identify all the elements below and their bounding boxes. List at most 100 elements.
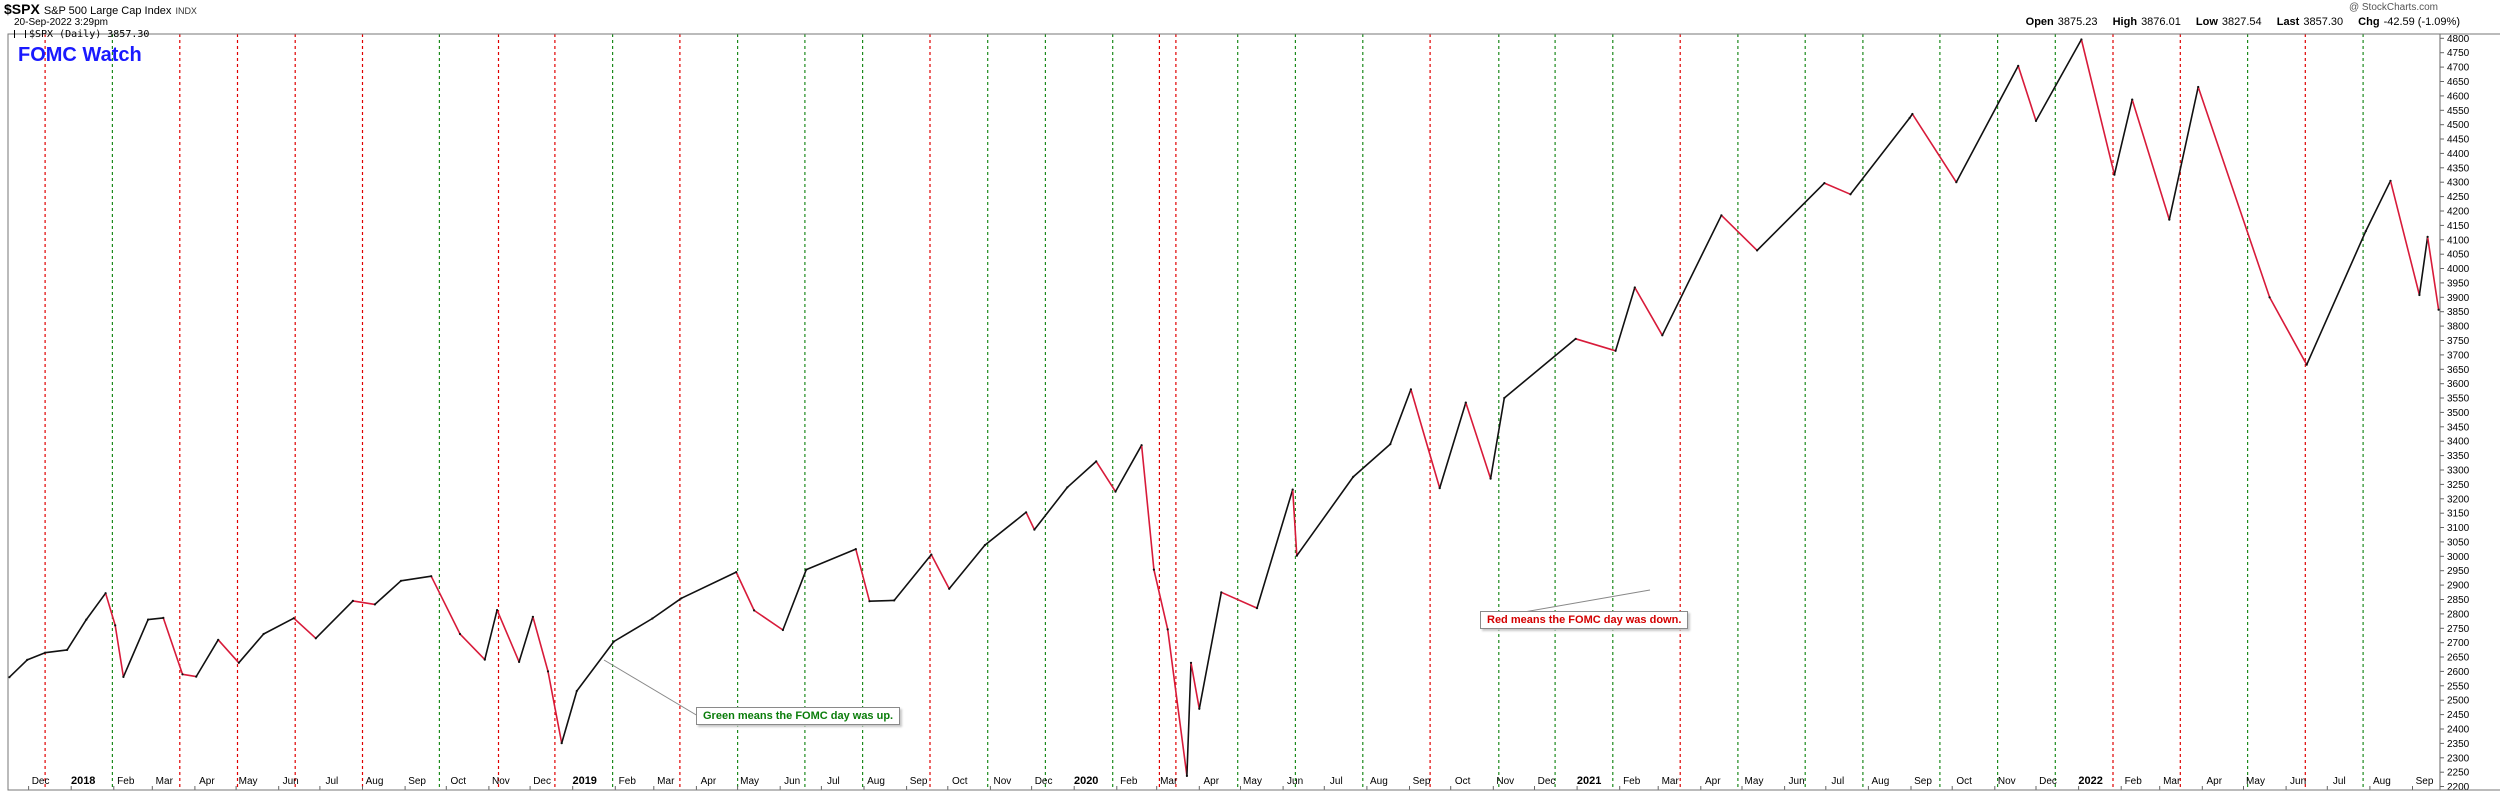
symbol-header: $SPX S&P 500 Large Cap Index INDX: [4, 1, 197, 17]
y-tick-label: 3150: [2447, 509, 2470, 520]
price-segment: [483, 609, 498, 661]
price-segment: [1410, 388, 1441, 489]
price-point: [1185, 774, 1188, 778]
exchange: INDX: [175, 6, 197, 16]
price-point: [2389, 179, 2392, 182]
y-tick-label: 4400: [2447, 149, 2470, 160]
x-tick-label: Apr: [1204, 776, 1220, 787]
x-tick-label: 2020: [1074, 775, 1098, 787]
price-point: [2437, 308, 2440, 311]
price-point: [781, 628, 785, 632]
price-segment: [162, 617, 184, 676]
chg-label: Chg: [2358, 16, 2380, 28]
price-segment: [984, 511, 1027, 546]
x-tick-label: Jul: [1831, 776, 1844, 787]
price-segment: [1911, 113, 1958, 183]
price-segment: [893, 553, 933, 602]
price-segment: [2365, 180, 2392, 232]
chg-value: -42.59 (-1.09%): [2383, 16, 2460, 28]
price-point: [1198, 707, 1201, 710]
x-tick-label: Mar: [1160, 776, 1178, 787]
x-tick-label: Sep: [1914, 776, 1932, 787]
price-point: [2017, 64, 2020, 67]
price-segment: [613, 617, 654, 643]
price-segment: [854, 548, 871, 603]
price-segment: [238, 633, 265, 664]
plot-frame: [7, 33, 2500, 791]
price-point: [114, 624, 117, 627]
green-note-pointer: [603, 659, 699, 717]
y-tick-label: 2250: [2447, 768, 2470, 779]
price-segment: [1389, 388, 1412, 445]
price-segment: [1465, 401, 1492, 480]
x-tick-label: Apr: [701, 776, 717, 787]
y-axis: 2200 2250 2300 2350 2400 2450 2500 2550 2600 2650…: [2439, 34, 2470, 793]
price-segment: [1095, 460, 1117, 493]
price-point: [496, 609, 499, 612]
x-tick-label: Apr: [2207, 776, 2223, 787]
y-tick-label: 3200: [2447, 494, 2470, 505]
x-tick-label: Oct: [1956, 776, 1972, 787]
x-tick-label: Mar: [156, 776, 174, 787]
price-segment: [26, 651, 46, 661]
y-tick-label: 4550: [2447, 106, 2470, 117]
y-tick-label: 2950: [2447, 566, 2470, 577]
price-segment: [735, 571, 755, 612]
price-point: [1823, 182, 1826, 185]
price-point: [1095, 460, 1098, 463]
price-segment: [1849, 117, 1911, 196]
y-tick-label: 2500: [2447, 696, 2470, 707]
price-segment: [1720, 214, 1758, 252]
price-point: [1661, 334, 1664, 337]
y-tick-label: 3900: [2447, 293, 2470, 304]
price-point: [195, 675, 198, 678]
x-tick-label: Jun: [2290, 776, 2306, 787]
high-value: 3876.01: [2141, 16, 2181, 28]
price-segment: [292, 617, 317, 640]
price-point: [292, 617, 295, 620]
x-tick-label: Mar: [2163, 776, 2181, 787]
y-tick-label: 4100: [2447, 235, 2470, 246]
price-segment: [930, 553, 951, 590]
price-point: [430, 575, 433, 578]
price-segment: [1066, 460, 1097, 489]
open-value: 3875.23: [2057, 16, 2098, 28]
price-segment: [680, 571, 738, 600]
price-point: [217, 638, 220, 641]
price-segment: [1438, 401, 1467, 489]
price-point: [1352, 475, 1355, 478]
y-tick-label: 3950: [2447, 278, 2470, 289]
y-tick-label: 3700: [2447, 350, 2470, 361]
price-segment: [2168, 86, 2199, 221]
credit: @ StockCharts.com: [2348, 2, 2438, 13]
price-segment: [1025, 511, 1036, 531]
price-point: [531, 615, 535, 618]
price-segment: [1955, 65, 2019, 183]
y-tick-label: 4750: [2447, 48, 2470, 59]
price-segment: [2268, 296, 2308, 366]
y-tick-label: 3550: [2447, 394, 2470, 405]
price-segment: [1198, 591, 1223, 710]
price-segment: [2035, 38, 2083, 122]
x-tick-label: May: [239, 776, 258, 787]
x-tick-label: Aug: [1370, 776, 1388, 787]
x-tick-label: Feb: [1120, 776, 1138, 787]
price-point: [262, 632, 265, 636]
y-tick-label: 4700: [2447, 63, 2470, 74]
y-tick-label: 2800: [2447, 609, 2470, 620]
y-tick-label: 3050: [2447, 537, 2470, 548]
x-tick-label: Feb: [117, 776, 135, 787]
price-point: [237, 661, 240, 664]
y-tick-label: 3400: [2447, 437, 2470, 448]
price-point: [147, 618, 150, 621]
open-label: Open: [2025, 16, 2054, 28]
series-legend: $SPX (Daily) 3857.30: [14, 29, 149, 40]
y-tick-label: 2350: [2447, 739, 2470, 750]
price-segment: [2080, 38, 2116, 176]
y-tick-label: 4200: [2447, 207, 2470, 218]
x-tick-label: Nov: [1998, 776, 2016, 787]
chart-title: FOMC Watch: [18, 44, 142, 66]
price-point: [1189, 661, 1193, 664]
y-tick-label: 2850: [2447, 595, 2470, 606]
